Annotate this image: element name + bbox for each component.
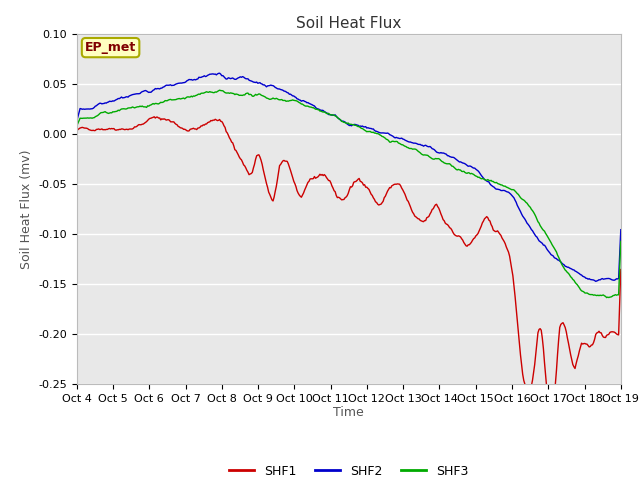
SHF2 [369, 126, 376, 132]
SHF1 [73, 128, 81, 134]
Y-axis label: Soil Heat Flux (mv): Soil Heat Flux (mv) [20, 149, 33, 268]
X-axis label: Time: Time [333, 407, 364, 420]
SHF2 [332, 113, 340, 119]
SHF2 [606, 276, 614, 282]
SHF2 [592, 278, 600, 284]
Line: SHF3: SHF3 [77, 90, 621, 298]
SHF3 [216, 87, 223, 93]
Line: SHF1: SHF1 [77, 117, 621, 416]
SHF1 [332, 192, 340, 198]
SHF1 [617, 267, 625, 273]
SHF3 [336, 116, 344, 122]
SHF1 [398, 185, 406, 191]
SHF1 [369, 192, 376, 198]
SHF2 [398, 135, 406, 141]
SHF1 [520, 378, 527, 384]
SHF2 [336, 116, 344, 122]
SHF3 [603, 295, 611, 300]
SHF3 [73, 123, 81, 129]
SHF2 [73, 118, 81, 124]
SHF3 [369, 130, 376, 135]
Text: EP_met: EP_met [85, 41, 136, 54]
SHF1 [548, 413, 556, 419]
Title: Soil Heat Flux: Soil Heat Flux [296, 16, 401, 31]
Legend: SHF1, SHF2, SHF3: SHF1, SHF2, SHF3 [224, 460, 474, 480]
SHF3 [617, 239, 625, 244]
Line: SHF2: SHF2 [77, 73, 621, 281]
SHF3 [398, 142, 406, 147]
SHF3 [520, 197, 527, 203]
SHF1 [150, 114, 158, 120]
SHF2 [520, 215, 527, 220]
SHF1 [336, 195, 344, 201]
SHF1 [606, 329, 614, 335]
SHF3 [606, 294, 614, 300]
SHF2 [216, 71, 223, 76]
SHF3 [332, 113, 340, 119]
SHF2 [617, 227, 625, 232]
